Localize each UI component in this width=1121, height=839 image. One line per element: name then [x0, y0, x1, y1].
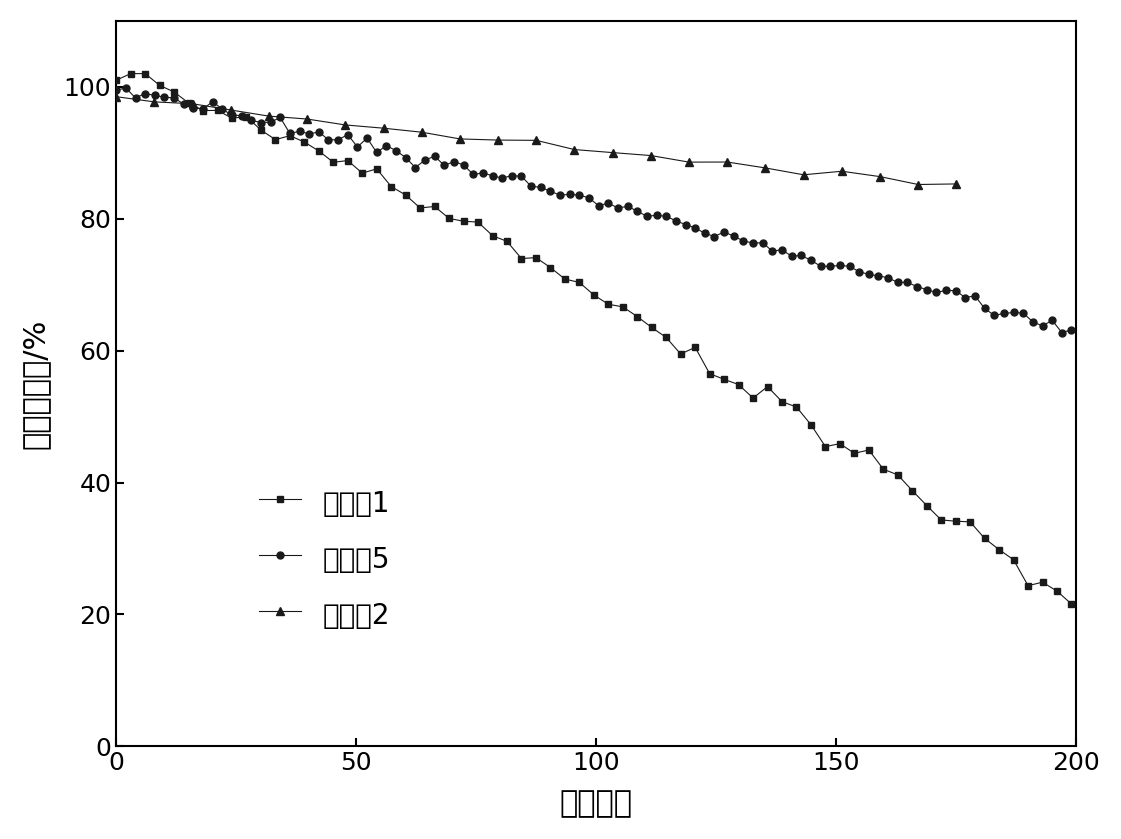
对比例1: [269, 134, 282, 144]
对比例5: [1055, 327, 1068, 337]
Line: 实施例2: 实施例2: [112, 92, 961, 189]
实施例2: [453, 134, 466, 144]
实施例2: [110, 91, 123, 102]
实施例2: [186, 99, 200, 109]
对比例5: [119, 83, 132, 93]
实施例2: [377, 123, 390, 133]
对比例5: [303, 129, 316, 139]
实施例2: [606, 148, 620, 158]
实施例2: [415, 128, 428, 138]
实施例2: [835, 166, 849, 176]
对比例1: [110, 76, 123, 86]
对比例1: [1065, 599, 1078, 609]
Line: 对比例1: 对比例1: [113, 70, 1075, 607]
实施例2: [911, 180, 925, 190]
实施例2: [873, 172, 887, 182]
对比例1: [1007, 555, 1020, 565]
对比例5: [1065, 325, 1078, 335]
实施例2: [148, 96, 161, 107]
实施例2: [529, 135, 543, 145]
对比例5: [1026, 317, 1039, 327]
对比例5: [341, 129, 354, 139]
实施例2: [645, 150, 658, 160]
实施例2: [339, 120, 352, 130]
对比例5: [998, 309, 1011, 319]
对比例1: [847, 448, 861, 458]
Legend: 对比例1, 对比例5, 实施例2: 对比例1, 对比例5, 实施例2: [245, 472, 405, 645]
实施例2: [683, 157, 696, 167]
实施例2: [262, 111, 276, 121]
实施例2: [300, 114, 314, 124]
Y-axis label: 循环保持率/%: 循环保持率/%: [21, 319, 49, 449]
实施例2: [224, 105, 238, 115]
对比例1: [515, 253, 528, 263]
实施例2: [759, 163, 772, 173]
实施例2: [949, 179, 963, 189]
对比例1: [240, 112, 253, 122]
实施例2: [721, 157, 734, 167]
对比例1: [558, 274, 572, 284]
实施例2: [797, 169, 810, 180]
对比例5: [688, 223, 702, 233]
实施例2: [567, 144, 581, 154]
对比例1: [124, 69, 138, 79]
X-axis label: 循环次数: 循环次数: [559, 789, 632, 818]
对比例5: [110, 85, 123, 95]
Line: 对比例5: 对比例5: [113, 85, 1075, 336]
实施例2: [491, 135, 504, 145]
对比例5: [611, 203, 624, 213]
